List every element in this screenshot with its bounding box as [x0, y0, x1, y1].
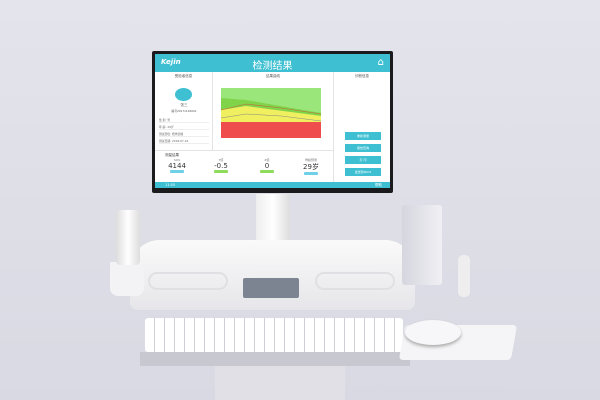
patient-name: 张三	[180, 103, 188, 107]
report-query-button[interactable]: 报告查询	[345, 144, 381, 152]
header: Kejin 检测结果 ⌂	[155, 54, 390, 72]
mouse[interactable]	[405, 320, 461, 345]
info-row: 测试部位: 桡骨远端	[159, 132, 209, 137]
result-bar	[304, 172, 318, 175]
result-sos: SOS 4144	[157, 158, 197, 173]
ultrasound-device	[402, 205, 442, 285]
patient-id: 编号20171126001	[171, 109, 197, 113]
result-label: T值	[218, 158, 224, 162]
avatar	[175, 88, 192, 101]
remeasure-button[interactable]: 重新测量	[345, 132, 381, 140]
print-button[interactable]: 打 印	[345, 156, 381, 164]
panel-title: 诊断信息	[355, 74, 369, 78]
monitor-screen: Kejin 检测结果 ⌂ 受检者信息 张三 编号20171126001 性 别:…	[155, 54, 390, 188]
result-t: T值 -0.5	[201, 158, 241, 173]
keyboard-shelf	[140, 352, 410, 366]
cart-base	[215, 366, 345, 400]
logo: Kejin	[161, 58, 181, 66]
result-value: 0	[264, 162, 270, 170]
cart-top	[130, 240, 415, 310]
result-label: SOS	[173, 158, 181, 162]
bottle-holder	[110, 262, 144, 296]
result-bar	[260, 170, 274, 173]
footer: 11:55 帮助	[155, 182, 390, 188]
results-panel: 测量结果 SOS 4144 T值 -0.5 Z值 0 骨龄预测 29岁	[155, 150, 333, 182]
spray-bottle	[116, 210, 140, 265]
info-row: 性 别: 男	[159, 118, 209, 123]
result-bar	[170, 170, 184, 173]
result-chart	[221, 88, 321, 138]
home-icon[interactable]: ⌂	[377, 57, 384, 68]
result-label: Z值	[264, 158, 270, 162]
result-label: 骨龄预测	[304, 158, 317, 162]
diagnosis-panel: 诊断信息 重新测量 报告查询 打 印 发送到PACS	[333, 72, 390, 182]
tray	[315, 272, 395, 290]
clock: 11:55	[165, 183, 176, 187]
page-title: 检测结果	[252, 61, 293, 72]
curve-line	[221, 113, 321, 122]
panel-title: 受检者信息	[174, 74, 193, 78]
cart-pad	[243, 278, 299, 298]
help-button[interactable]: 帮助	[375, 183, 382, 187]
results-title: 测量结果	[165, 153, 179, 157]
patient-panel: 受检者信息 张三 编号20171126001 性 别: 男 年 龄: 29岁 测…	[155, 72, 213, 150]
info-row: 年 龄: 29岁	[159, 125, 209, 130]
panel-title: 结果曲线	[266, 74, 280, 78]
keyboard[interactable]	[145, 318, 403, 352]
result-bone-age: 骨龄预测 29岁	[291, 158, 331, 175]
result-value: 4144	[168, 162, 186, 170]
result-bar	[214, 170, 228, 173]
probe	[458, 255, 470, 297]
result-value: -0.5	[214, 162, 228, 170]
info-row: 测试日期: 2018-07-16	[159, 139, 209, 144]
curve-line	[221, 103, 321, 115]
tray	[148, 272, 228, 290]
result-z: Z值 0	[247, 158, 287, 173]
osteoporosis-band	[221, 122, 321, 138]
send-pacs-button[interactable]: 发送到PACS	[345, 168, 381, 176]
result-value: 29岁	[303, 163, 319, 171]
chart-panel: 结果曲线	[213, 72, 333, 150]
monitor-stand	[256, 194, 290, 246]
